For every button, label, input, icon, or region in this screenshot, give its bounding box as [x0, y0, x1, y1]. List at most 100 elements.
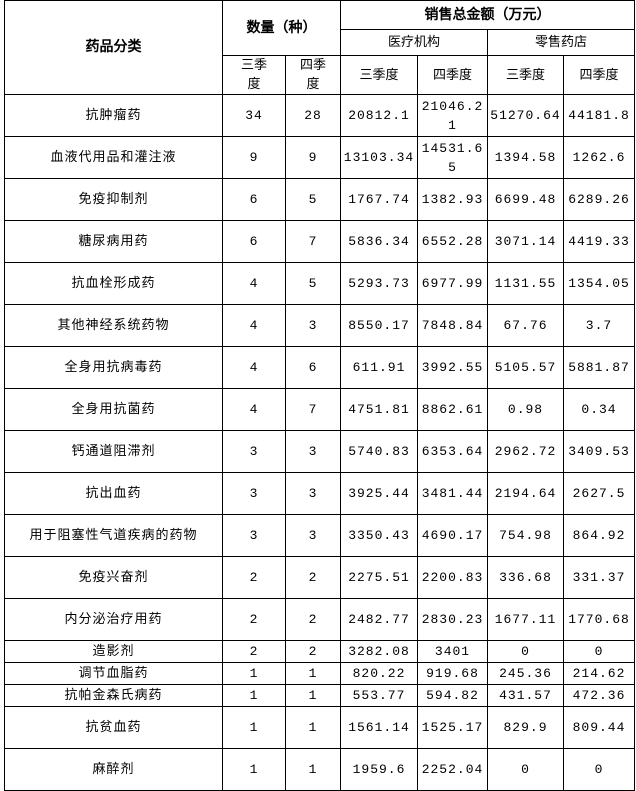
- count-q4-cell: 1: [285, 662, 341, 685]
- category-cell: 抗贫血药: [4, 706, 223, 749]
- retail-q4-cell: 3409.53: [563, 430, 635, 473]
- table-row: 免疫抑制剂 6 5 1767.74 1382.93 6699.48 6289.26: [4, 178, 635, 221]
- header-count: 数量（种）: [222, 0, 341, 56]
- count-q4-cell: 7: [285, 220, 341, 263]
- medical-q3-cell: 611.91: [340, 346, 418, 389]
- medical-q4-cell: 6552.28: [417, 220, 488, 263]
- count-q3-cell: 4: [222, 262, 286, 305]
- medical-q4-cell: 1525.17: [417, 706, 488, 749]
- count-q4-cell: 5: [285, 178, 341, 221]
- medical-q4-cell: 3992.55: [417, 346, 488, 389]
- retail-q3-cell: 1677.11: [487, 598, 564, 641]
- retail-q3-cell: 5105.57: [487, 346, 564, 389]
- medical-q3-cell: 13103.34: [340, 136, 418, 179]
- table-row: 调节血脂药 1 1 820.22 919.68 245.36 214.62: [4, 662, 635, 685]
- medical-q4-cell: 7848.84: [417, 304, 488, 347]
- medical-q4-cell: 4690.17: [417, 514, 488, 557]
- medical-q3-cell: 1561.14: [340, 706, 418, 749]
- count-q4-cell: 2: [285, 598, 341, 641]
- retail-q4-cell: 214.62: [563, 662, 635, 685]
- table-row: 全身用抗病毒药 4 6 611.91 3992.55 5105.57 5881.87: [4, 346, 635, 389]
- count-q3-cell: 1: [222, 662, 286, 685]
- retail-q3-cell: 6699.48: [487, 178, 564, 221]
- retail-q3-cell: 0.98: [487, 388, 564, 431]
- retail-q3-cell: 754.98: [487, 514, 564, 557]
- category-cell: 全身用抗菌药: [4, 388, 223, 431]
- retail-q4-cell: 5881.87: [563, 346, 635, 389]
- count-q4-cell: 1: [285, 748, 341, 791]
- retail-q4-cell: 6289.26: [563, 178, 635, 221]
- medical-q4-cell: 21046.21: [417, 94, 488, 137]
- count-q3-cell: 1: [222, 748, 286, 791]
- count-q3-cell: 3: [222, 514, 286, 557]
- category-cell: 用于阻塞性气道疾病的药物: [4, 514, 223, 557]
- header-medical-q3: 三季度: [340, 55, 418, 95]
- medical-q3-cell: 2482.77: [340, 598, 418, 641]
- medical-q3-cell: 3350.43: [340, 514, 418, 557]
- count-q3-cell: 1: [222, 684, 286, 707]
- table-row: 其他神经系统药物 4 3 8550.17 7848.84 67.76 3.7: [4, 304, 635, 347]
- count-q4-cell: 5: [285, 262, 341, 305]
- retail-q3-cell: 2962.72: [487, 430, 564, 473]
- medical-q4-cell: 919.68: [417, 662, 488, 685]
- table-row: 钙通道阻滞剂 3 3 5740.83 6353.64 2962.72 3409.53: [4, 430, 635, 473]
- count-q3-cell: 4: [222, 346, 286, 389]
- retail-q3-cell: 431.57: [487, 684, 564, 707]
- header-count-q3: 三季度: [222, 55, 286, 95]
- table-row: 麻醉剂 1 1 1959.6 2252.04 0 0: [4, 748, 635, 791]
- category-cell: 抗肿瘤药: [4, 94, 223, 137]
- retail-q4-cell: 1770.68: [563, 598, 635, 641]
- medical-q4-cell: 8862.61: [417, 388, 488, 431]
- medical-q3-cell: 4751.81: [340, 388, 418, 431]
- header-retail-q4: 四季度: [563, 55, 635, 95]
- retail-q3-cell: 1131.55: [487, 262, 564, 305]
- retail-q4-cell: 0: [563, 748, 635, 791]
- category-cell: 免疫抑制剂: [4, 178, 223, 221]
- count-q4-cell: 3: [285, 430, 341, 473]
- count-q4-cell: 2: [285, 640, 341, 663]
- retail-q4-cell: 472.36: [563, 684, 635, 707]
- retail-q3-cell: 51270.64: [487, 94, 564, 137]
- table-row: 抗贫血药 1 1 1561.14 1525.17 829.9 809.44: [4, 706, 635, 749]
- category-cell: 抗出血药: [4, 472, 223, 515]
- medical-q3-cell: 3925.44: [340, 472, 418, 515]
- medical-q4-cell: 2252.04: [417, 748, 488, 791]
- medical-q3-cell: 2275.51: [340, 556, 418, 599]
- medical-q3-cell: 1959.6: [340, 748, 418, 791]
- table-row: 造影剂 2 2 3282.08 3401 0 0: [4, 640, 635, 663]
- medical-q3-cell: 1767.74: [340, 178, 418, 221]
- category-cell: 血液代用品和灌注液: [4, 136, 223, 179]
- table-row: 免疫兴奋剂 2 2 2275.51 2200.83 336.68 331.37: [4, 556, 635, 599]
- category-cell: 糖尿病用药: [4, 220, 223, 263]
- medical-q3-cell: 8550.17: [340, 304, 418, 347]
- retail-q3-cell: 829.9: [487, 706, 564, 749]
- category-cell: 抗帕金森氏病药: [4, 684, 223, 707]
- table-row: 血液代用品和灌注液 9 9 13103.34 14531.65 1394.58 1262.6: [4, 136, 635, 179]
- count-q4-cell: 7: [285, 388, 341, 431]
- retail-q4-cell: 0: [563, 640, 635, 663]
- retail-q3-cell: 336.68: [487, 556, 564, 599]
- retail-q3-cell: 67.76: [487, 304, 564, 347]
- category-cell: 调节血脂药: [4, 662, 223, 685]
- table-row: 抗肿瘤药 34 28 20812.1 21046.21 51270.64 44181.8: [4, 94, 635, 137]
- medical-q3-cell: 5740.83: [340, 430, 418, 473]
- count-q3-cell: 3: [222, 430, 286, 473]
- count-q3-cell: 4: [222, 304, 286, 347]
- retail-q3-cell: 0: [487, 640, 564, 663]
- header-sales-total: 销售总金额（万元）: [340, 0, 635, 30]
- retail-q4-cell: 0.34: [563, 388, 635, 431]
- header-retail-q3: 三季度: [487, 55, 564, 95]
- table-row: 抗出血药 3 3 3925.44 3481.44 2194.64 2627.5: [4, 472, 635, 515]
- count-q3-cell: 3: [222, 472, 286, 515]
- table-row: 抗血栓形成药 4 5 5293.73 6977.99 1131.55 1354.05: [4, 262, 635, 305]
- retail-q4-cell: 1262.6: [563, 136, 635, 179]
- retail-q3-cell: 1394.58: [487, 136, 564, 179]
- medical-q4-cell: 6977.99: [417, 262, 488, 305]
- count-q3-cell: 4: [222, 388, 286, 431]
- category-cell: 造影剂: [4, 640, 223, 663]
- category-cell: 免疫兴奋剂: [4, 556, 223, 599]
- count-q3-cell: 1: [222, 706, 286, 749]
- retail-q3-cell: 245.36: [487, 662, 564, 685]
- category-cell: 内分泌治疗用药: [4, 598, 223, 641]
- medical-q4-cell: 2830.23: [417, 598, 488, 641]
